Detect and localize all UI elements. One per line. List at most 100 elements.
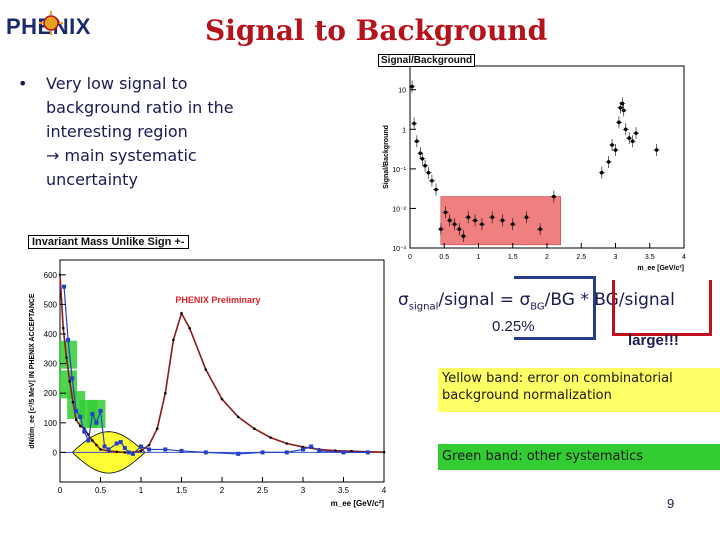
invariant-mass-chart: 0 0.5 1 1.5 2 2.5 3 3.5 4 0 100 200 300 400 500 600 dN/d… — [29, 259, 387, 508]
series-point — [106, 447, 111, 452]
marker — [461, 234, 466, 238]
data-point — [422, 159, 429, 172]
series-point — [285, 442, 289, 445]
marker — [457, 227, 462, 231]
data-point — [465, 211, 472, 224]
series-point — [71, 400, 75, 404]
marker — [430, 178, 434, 183]
bracket-signal-term — [612, 280, 712, 336]
y-axis-label: Signal/Background — [383, 125, 390, 189]
series-point — [62, 284, 67, 289]
data-point — [428, 174, 435, 187]
series-point — [164, 391, 167, 395]
series-point — [98, 408, 103, 413]
series-point — [74, 418, 78, 422]
data-point — [442, 206, 449, 219]
marker — [473, 218, 477, 223]
bullet-line: Very low signal to — [46, 74, 188, 93]
data-point — [460, 230, 467, 243]
series-point — [147, 443, 151, 447]
x-tick-label: 3.5 — [645, 254, 655, 261]
y-tick-label: 100 — [44, 419, 58, 428]
data-point — [451, 218, 458, 231]
green-systematic-box — [59, 340, 78, 369]
series-point — [95, 443, 98, 447]
series-point — [115, 450, 118, 454]
marker — [538, 227, 542, 231]
data-point — [425, 166, 432, 179]
series-point — [118, 440, 123, 445]
series-point — [90, 411, 95, 416]
formula-part: /signal = — [438, 290, 520, 310]
marker — [500, 218, 505, 223]
y-tick-label: 10⁻³ — [392, 246, 406, 253]
series-point — [172, 338, 175, 342]
x-tick-label: 0 — [58, 486, 63, 495]
series-point — [269, 436, 272, 439]
x-tick-label: 3 — [614, 254, 618, 261]
marker — [452, 222, 457, 226]
signal-background-chart: 0 0.5 1 1.5 2 2.5 3 3.5 4 10⁻³ 10⁻² 10⁻¹ 1 10 Signal/B… — [383, 65, 686, 272]
preliminary-label: PHENIX Preliminary — [175, 295, 260, 305]
series-point — [65, 356, 68, 359]
marker — [524, 215, 529, 220]
green-systematic-box — [87, 399, 106, 428]
error-formula: σsignal/signal = σBG/BG * BG/signal — [398, 290, 675, 312]
x-tick-label: 2.5 — [257, 486, 269, 495]
data-point — [417, 147, 424, 160]
y-tick-label: 200 — [44, 389, 58, 398]
marker — [630, 139, 635, 144]
series-point — [284, 450, 289, 455]
marker — [617, 120, 621, 125]
data-point — [472, 214, 479, 227]
y-axis-label: dN/dm_ee [c²/5 MeV] IN PHENIX ACCEPTANCE — [29, 293, 36, 449]
series-point — [114, 441, 119, 446]
series-point — [203, 450, 208, 455]
y-tick-label: 600 — [44, 271, 58, 280]
y-tick-label: 1 — [402, 127, 406, 134]
data-point — [489, 211, 496, 224]
data-point — [509, 218, 516, 231]
x-tick-label: 1.5 — [508, 254, 518, 261]
marker — [423, 163, 427, 168]
data-point — [419, 152, 426, 165]
x-tick-label: 1 — [477, 254, 481, 261]
series-point — [130, 451, 135, 456]
marker — [439, 227, 443, 231]
series-point — [365, 450, 370, 455]
data-point — [633, 127, 640, 140]
series-point — [102, 444, 107, 449]
sigma-symbol: σ — [398, 290, 409, 310]
green-band-note: Green band: other systematics — [438, 444, 720, 470]
page-number: 9 — [667, 496, 675, 511]
marker — [618, 105, 623, 110]
data-point — [433, 183, 440, 196]
series-point — [68, 380, 72, 383]
marker — [552, 194, 556, 199]
marker — [623, 127, 628, 132]
data-point — [437, 223, 444, 236]
data-point — [413, 135, 420, 148]
marker — [443, 210, 448, 215]
marker — [466, 215, 471, 220]
bullet-line: uncertainty — [46, 170, 138, 189]
marker — [410, 84, 414, 89]
x-tick-label: 3.5 — [338, 486, 350, 495]
y-tick-label: 0 — [53, 448, 58, 457]
series-point — [236, 451, 241, 456]
data-point — [550, 190, 557, 203]
series-point — [139, 449, 143, 453]
slide-title: Signal to Background — [205, 14, 548, 47]
series-point — [139, 444, 143, 449]
series-point — [180, 311, 183, 315]
data-point — [629, 135, 636, 148]
formula-part: /BG * BG/signal — [544, 290, 675, 310]
x-tick-label: 4 — [382, 486, 387, 495]
y-tick-label: 400 — [44, 330, 58, 339]
data-point — [499, 214, 506, 227]
series-point — [309, 444, 314, 449]
data-point — [409, 80, 416, 93]
bullet-marker: • — [18, 74, 28, 93]
bracket-bg-term — [514, 276, 596, 340]
bg-error-value: 0.25% — [492, 318, 535, 335]
